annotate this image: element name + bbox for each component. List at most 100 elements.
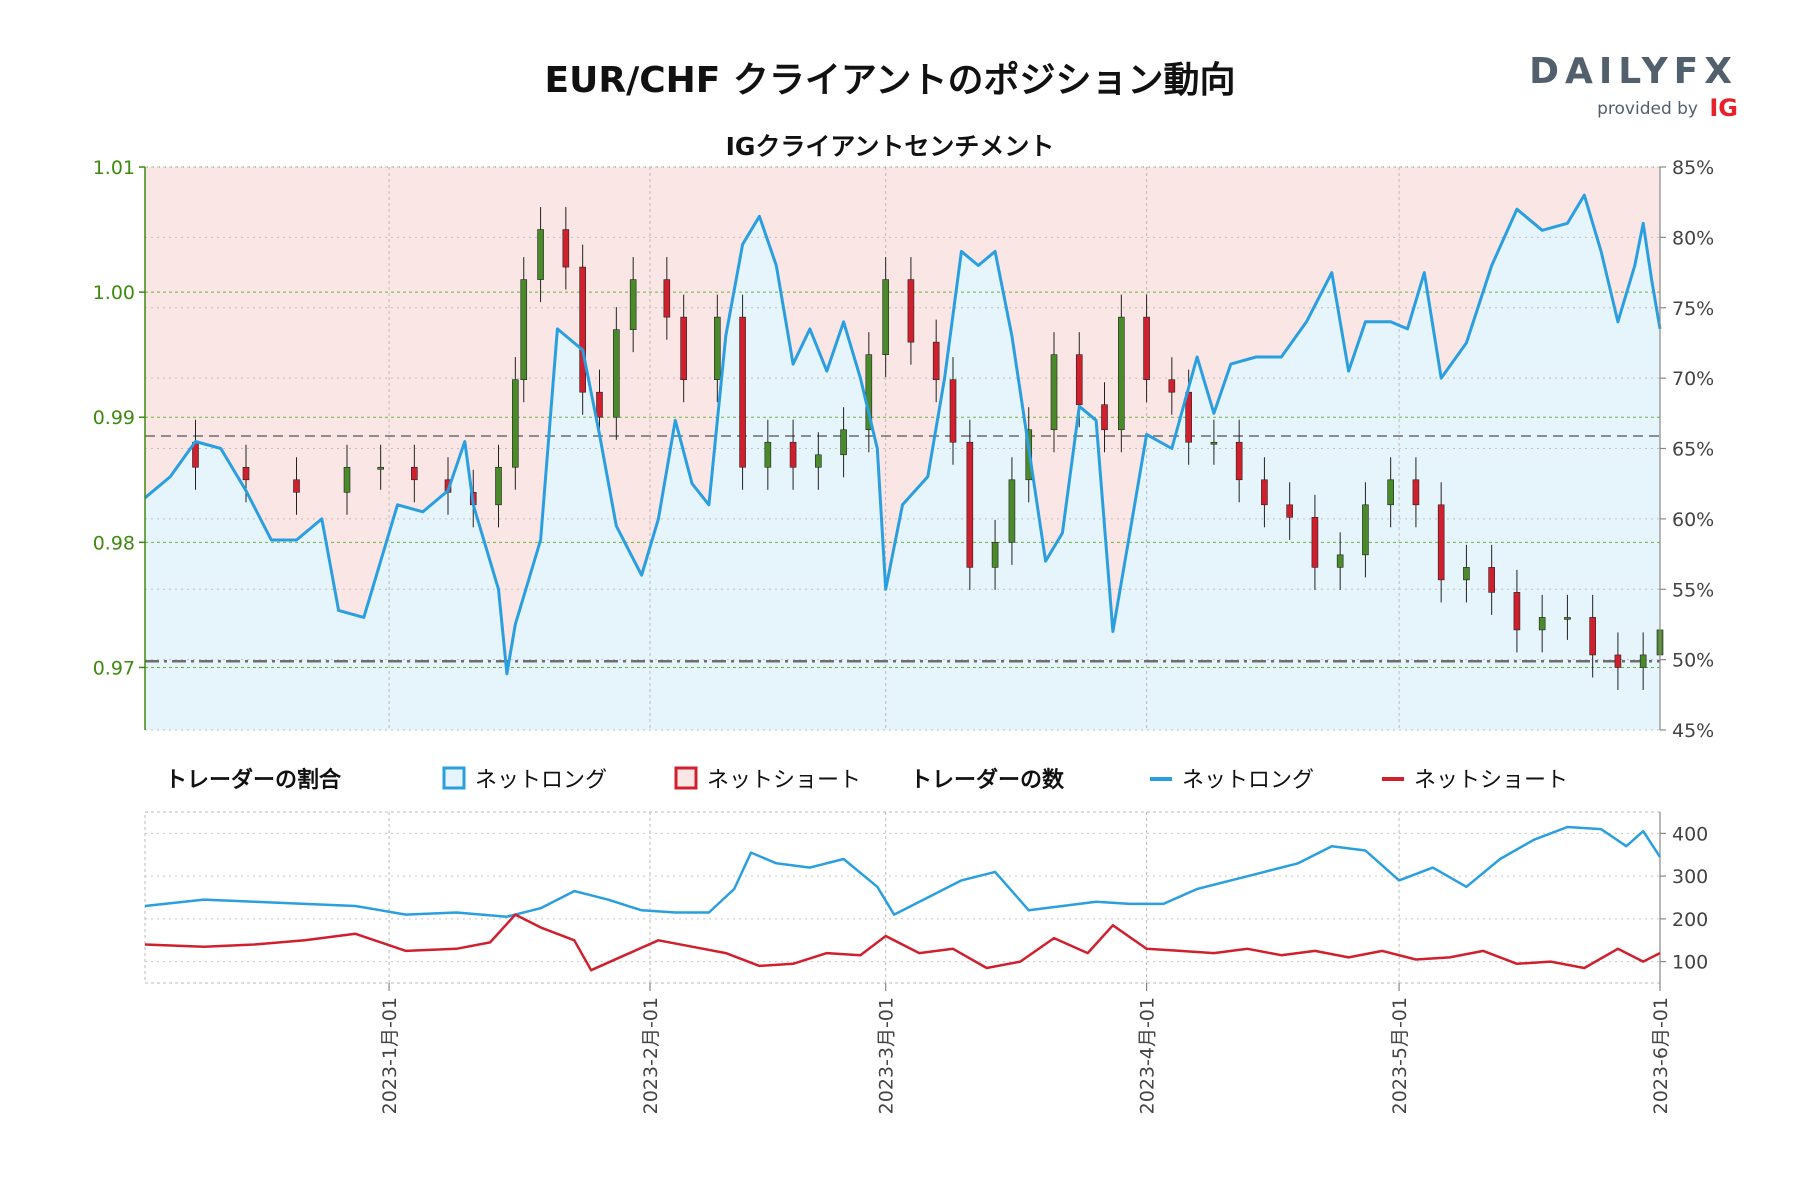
legend-ratio-long-swatch [442,766,466,790]
legend: トレーダーの割合 ネットロング ネットショート トレーダーの数 ネットロング ネ… [165,766,1568,793]
sentiment-tick-label: 50% [1672,650,1714,672]
count-net-short-line [144,913,1661,972]
candle-body [1168,379,1176,393]
candle-body [739,316,746,468]
candle-body [411,466,418,481]
x-tick-label: 2023-5月-01 [1389,997,1411,1114]
count-tick-label: 200 [1672,909,1708,931]
count-net-long-line [144,825,1662,918]
candle-body [714,316,721,380]
x-tick-label: 2023-3月-01 [876,997,898,1114]
legend-ratio-short-label: ネットショート [707,768,861,793]
candle-body [613,329,620,418]
candle-body [1412,479,1420,506]
candle-body [293,479,300,493]
candle-body [882,279,889,355]
candle-body [1437,504,1445,581]
candle-body [764,441,772,468]
legend-count-long-label: ネットロング [1182,768,1314,793]
count-tick-label: 100 [1672,952,1708,974]
candle-body [1639,654,1647,668]
sentiment-tick-label: 45% [1672,720,1714,742]
sentiment-tick-label: 85% [1672,157,1714,179]
candle-body [991,542,999,568]
sentiment-tick-label: 65% [1672,439,1714,461]
candle-body [1210,441,1218,445]
candle-body [495,466,502,506]
candle-body [1589,617,1596,656]
candle-body [966,441,974,568]
legend-ratio-long-label: ネットロング [475,768,607,793]
candle-body [949,379,957,443]
candle-body [1362,504,1369,556]
candle-body [907,279,915,343]
candle-body [840,429,847,456]
candle-body [629,279,637,330]
sentiment-tick-label: 60% [1672,509,1714,531]
count-tick-label: 300 [1672,866,1708,888]
candle-body [579,266,586,393]
x-tick-label: 2023-4月-01 [1137,997,1159,1114]
logo-brand: DAILYFX [1529,51,1738,92]
legend-ratio-short-swatch [674,766,698,790]
legend-count-title: トレーダーの数 [910,767,1065,793]
chart-title: EUR/CHF クライアントのポジション動向 [545,59,1236,101]
candle-body [1075,354,1083,406]
candle-body [596,391,603,418]
sentiment-tick-label: 75% [1672,298,1714,320]
candle-body [1101,404,1108,431]
logo-provided-by: provided by [1597,99,1698,119]
candle-body [343,466,351,493]
legend-count-short-label: ネットショート [1414,768,1568,793]
sentiment-panel: 0.97 0.98 0.99 1.00 1.01 45% 50% 55% 60% 65% 70% 75… [93,157,1715,742]
candle-body [865,354,873,431]
legend-ratio-title: トレーダーの割合 [165,767,342,793]
candle-body [1050,354,1058,431]
candle-body [562,229,570,268]
candle-body [1538,617,1546,631]
x-tick-label: 2023-6月-01 [1650,997,1672,1114]
candle-body [680,316,687,380]
candle-body [1614,654,1622,668]
logo-provider: IG [1709,94,1738,122]
candle-body [520,279,528,380]
candle-body [1235,441,1243,481]
candle-body [1336,554,1344,568]
candle-body [1488,567,1495,593]
candle-body [932,341,940,380]
sentiment-tick-label: 70% [1672,368,1714,390]
count-tick-label: 400 [1672,823,1708,845]
chart-subtitle: IGクライアントセンチメント [726,132,1055,161]
price-tick-label: 0.98 [93,532,135,554]
candle-body [1387,479,1394,506]
price-tick-label: 0.99 [93,407,135,429]
x-axis: 2023-1月-01 2023-2月-01 2023-3月-01 2023-4月-01… [379,983,1672,1114]
candle-body [1286,504,1293,518]
candle-body [377,466,384,470]
candle-body [242,466,250,481]
candle-body [1261,479,1268,506]
candle-body [1564,617,1571,620]
candle-body [663,279,671,318]
sentiment-tick-label: 80% [1672,227,1714,249]
price-tick-label: 0.97 [93,657,135,679]
candle-body [1143,316,1150,380]
candle-body [815,454,822,468]
candle-body [1311,517,1319,568]
net-long-line [144,193,1662,676]
candle-body [1118,316,1125,431]
candle-body [1008,479,1016,543]
sentiment-tick-label: 55% [1672,579,1714,601]
candle-body [1463,567,1470,581]
candle-body [537,229,544,280]
candle-body [1513,592,1521,631]
x-tick-label: 2023-2月-01 [640,997,662,1114]
candle-body [789,441,797,468]
candle-body [512,379,519,468]
x-tick-label: 2023-1月-01 [379,997,401,1114]
price-tick-label: 1.00 [93,282,135,304]
trader-count-panel: 100 200 300 400 [144,811,1708,984]
price-tick-label: 1.01 [93,157,135,179]
